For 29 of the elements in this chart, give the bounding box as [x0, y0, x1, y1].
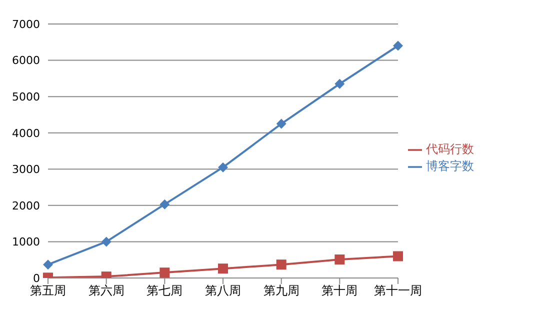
y-tick-label: 5000	[12, 90, 40, 104]
point	[393, 251, 403, 262]
point	[334, 78, 345, 89]
point	[101, 236, 112, 247]
point	[334, 254, 345, 264]
x-tick-label: 第九周	[263, 284, 300, 298]
point	[218, 162, 228, 172]
point	[160, 268, 170, 278]
x-tick-label: 第五周	[30, 284, 66, 298]
y-tick-label: 4000	[12, 126, 40, 140]
point	[160, 199, 170, 210]
x-tick-label: 第十周	[322, 284, 358, 298]
legend-label: 代码行数	[426, 142, 474, 156]
x-tick-label: 第八周	[205, 284, 241, 298]
y-tick-label: 0	[33, 272, 40, 285]
y-tick-label: 7000	[12, 18, 40, 31]
y-tick-label: 6000	[12, 54, 40, 68]
x-tick-label: 第十一周	[374, 284, 422, 298]
y-tick-label: 3000	[12, 163, 40, 176]
point	[393, 40, 403, 51]
point	[218, 264, 228, 274]
point	[43, 260, 53, 270]
y-tick-label: 1000	[12, 236, 40, 249]
point	[276, 260, 286, 270]
point	[276, 118, 286, 129]
y-tick-label: 2000	[12, 199, 40, 212]
x-tick-label: 第六周	[88, 284, 124, 298]
legend-label: 博客字数	[426, 159, 474, 173]
x-tick-label: 第七周	[146, 284, 183, 298]
